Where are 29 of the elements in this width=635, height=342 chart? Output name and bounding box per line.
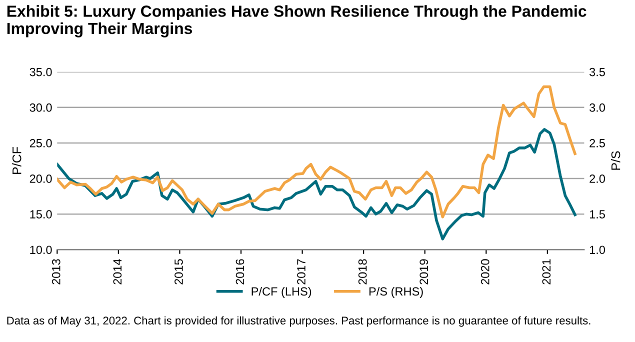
x-tick-label: 2014 — [113, 259, 122, 284]
y-tick-label: 25.0 — [30, 138, 52, 148]
y2-tick-label: 2.0 — [590, 174, 606, 183]
x-tick-label: 2015 — [174, 259, 183, 284]
y2-axis-title: P/S — [611, 151, 620, 170]
y2-tick-label: 3.5 — [590, 68, 605, 76]
x-tick-label: 2018 — [358, 259, 367, 284]
line-series — [57, 128, 576, 240]
chart-title: Exhibit 5: Luxury Companies Have Shown Resilience Through the Pandemic Improving Their Margins — [7, 5, 586, 38]
y-tick-label: 35.0 — [30, 68, 52, 76]
y2-tick-label: 2.5 — [590, 138, 605, 148]
x-tick-label: 2013 — [52, 259, 60, 284]
legend-label: P/S (RHS) — [369, 286, 423, 298]
x-tick-label: 2017 — [297, 259, 306, 284]
y2-tick-label: 3.0 — [590, 103, 606, 112]
y-tick-label: 30.0 — [30, 103, 52, 112]
line-series — [57, 85, 576, 218]
y-tick-label: 20.0 — [30, 174, 52, 183]
y-tick-label: 15.0 — [30, 210, 52, 218]
y2-tick-label: 1.0 — [590, 246, 606, 254]
text: Data as of May 31, 2022. Chart is provided for illustrative purposes. Past performance is no guarantee of future results. — [7, 316, 590, 327]
legend-label: P/CF (LHS) — [252, 286, 312, 298]
x-tick-label: 2021 — [542, 259, 551, 284]
x-tick-label: 2016 — [236, 259, 244, 284]
y-axis-title: P/CF — [12, 147, 22, 174]
y2-tick-label: 1.5 — [590, 210, 605, 218]
x-tick-label: 2019 — [420, 259, 428, 284]
x-tick-label: 2020 — [480, 259, 490, 284]
y-tick-label: 10.0 — [30, 246, 52, 254]
